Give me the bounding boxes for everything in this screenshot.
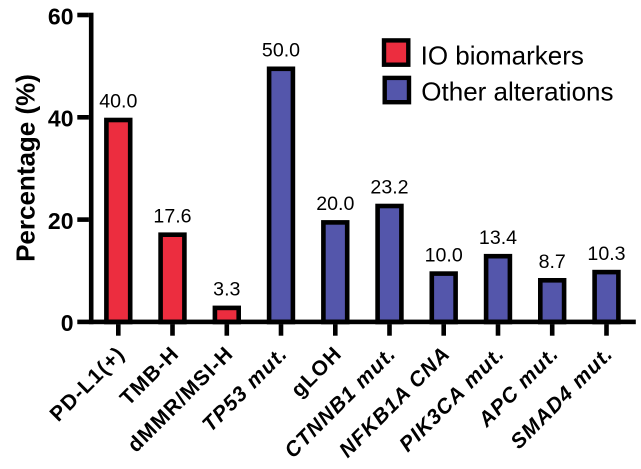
svg-text:60: 60 [48, 3, 74, 29]
svg-text:23.2: 23.2 [370, 177, 408, 199]
svg-text:40.0: 40.0 [99, 91, 137, 113]
svg-text:8.7: 8.7 [539, 251, 566, 273]
svg-text:20: 20 [48, 208, 74, 234]
svg-text:40: 40 [48, 106, 74, 132]
svg-text:10.0: 10.0 [425, 244, 463, 266]
svg-text:IO biomarkers: IO biomarkers [421, 41, 584, 71]
svg-text:10.3: 10.3 [587, 243, 625, 265]
svg-text:13.4: 13.4 [479, 227, 517, 249]
svg-text:Other alterations: Other alterations [421, 76, 613, 106]
svg-text:17.6: 17.6 [153, 205, 191, 227]
svg-text:50.0: 50.0 [262, 40, 300, 62]
svg-text:3.3: 3.3 [213, 279, 240, 301]
svg-text:0: 0 [61, 310, 74, 336]
svg-text:Percentage (%): Percentage (%) [10, 74, 40, 262]
svg-text:20.0: 20.0 [316, 193, 354, 215]
